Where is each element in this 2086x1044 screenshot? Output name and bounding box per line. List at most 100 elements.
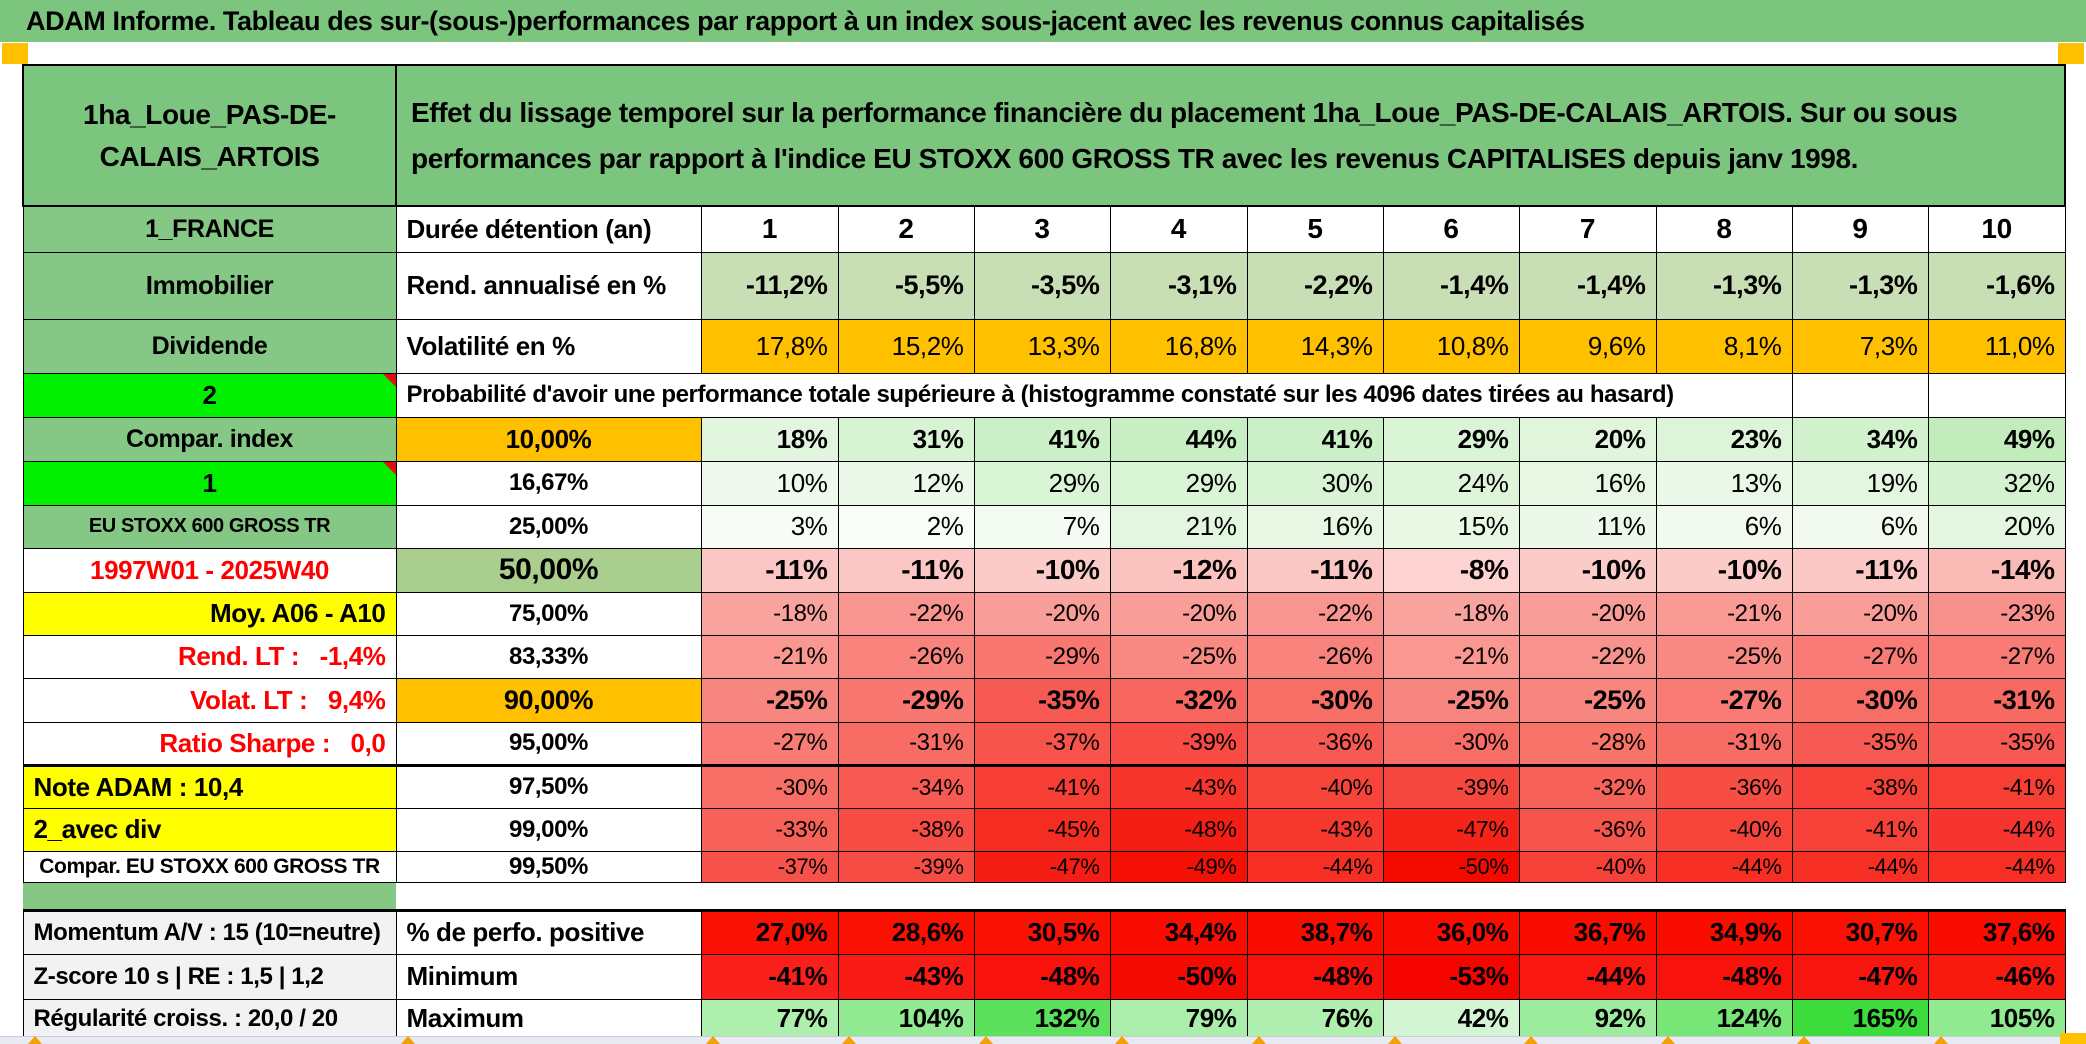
data-cell[interactable]: -18% bbox=[700, 591, 839, 636]
metric-cell[interactable]: 99,00% bbox=[395, 807, 702, 852]
data-cell[interactable]: -20% bbox=[973, 591, 1111, 636]
data-cell[interactable]: -5,5% bbox=[837, 251, 975, 320]
data-cell[interactable]: -11% bbox=[1246, 547, 1384, 593]
data-cell[interactable]: -38% bbox=[1791, 763, 1929, 809]
data-cell[interactable]: -26% bbox=[837, 634, 975, 679]
data-cell[interactable]: -30% bbox=[700, 763, 839, 809]
data-cell[interactable]: -29% bbox=[973, 634, 1111, 679]
data-cell[interactable]: -45% bbox=[973, 807, 1111, 852]
metric-cell[interactable]: 50,00% bbox=[395, 547, 702, 593]
data-cell[interactable]: 37,6% bbox=[1927, 908, 2066, 955]
data-cell[interactable]: 34,9% bbox=[1655, 908, 1793, 955]
metric-cell[interactable]: Maximum bbox=[395, 998, 702, 1040]
data-cell[interactable]: 3% bbox=[700, 504, 839, 549]
data-cell[interactable]: -25% bbox=[1518, 677, 1657, 723]
data-cell[interactable]: 21% bbox=[1109, 504, 1248, 549]
data-cell[interactable]: 7 bbox=[1518, 205, 1657, 253]
data-cell[interactable]: 6% bbox=[1655, 504, 1793, 549]
row-label[interactable]: 2_avec div bbox=[22, 807, 397, 852]
data-cell[interactable]: -1,4% bbox=[1518, 251, 1657, 320]
data-cell[interactable]: -27% bbox=[1927, 634, 2066, 679]
metric-cell[interactable]: Minimum bbox=[395, 953, 702, 1000]
data-cell[interactable]: -29% bbox=[837, 677, 975, 723]
data-cell[interactable]: 29% bbox=[1109, 460, 1248, 506]
data-cell[interactable]: -22% bbox=[1518, 634, 1657, 679]
data-cell[interactable]: 42% bbox=[1382, 998, 1520, 1040]
row-label[interactable]: Régularité croiss. : 20,0 / 20 bbox=[22, 998, 397, 1040]
data-cell[interactable]: -31% bbox=[837, 721, 975, 766]
data-cell[interactable]: 31% bbox=[837, 416, 975, 462]
data-cell[interactable]: -44% bbox=[1655, 850, 1793, 883]
header-description-cell[interactable]: Effet du lissage temporel sur la perform… bbox=[394, 64, 2067, 207]
data-cell[interactable]: -1,3% bbox=[1655, 251, 1793, 320]
data-cell[interactable]: 9,6% bbox=[1518, 318, 1657, 374]
data-cell[interactable]: -20% bbox=[1791, 591, 1929, 636]
data-cell[interactable]: 19% bbox=[1791, 460, 1929, 506]
data-cell[interactable]: -32% bbox=[1518, 763, 1657, 809]
metric-cell[interactable]: 97,50% bbox=[395, 763, 702, 809]
metric-cell[interactable]: 25,00% bbox=[395, 504, 702, 549]
data-cell[interactable]: -27% bbox=[700, 721, 839, 766]
data-cell[interactable]: -23% bbox=[1927, 591, 2066, 636]
data-cell[interactable]: 7% bbox=[973, 504, 1111, 549]
data-cell[interactable]: 11% bbox=[1518, 504, 1657, 549]
data-cell[interactable]: 77% bbox=[700, 998, 839, 1040]
probability-note-cell[interactable]: Probabilité d'avoir une performance tota… bbox=[395, 372, 1793, 418]
data-cell[interactable]: -46% bbox=[1927, 953, 2066, 1000]
data-cell[interactable]: 92% bbox=[1518, 998, 1657, 1040]
data-cell[interactable]: -22% bbox=[837, 591, 975, 636]
data-cell[interactable]: 104% bbox=[837, 998, 975, 1040]
data-cell[interactable]: 6% bbox=[1791, 504, 1929, 549]
data-cell[interactable]: -50% bbox=[1382, 850, 1520, 883]
data-cell[interactable]: -28% bbox=[1518, 721, 1657, 766]
data-cell[interactable]: -20% bbox=[1518, 591, 1657, 636]
data-cell[interactable]: 27,0% bbox=[700, 908, 839, 955]
data-cell[interactable]: -10% bbox=[1655, 547, 1793, 593]
data-cell[interactable]: -43% bbox=[1109, 763, 1248, 809]
data-cell[interactable]: -39% bbox=[1382, 763, 1520, 809]
row-label[interactable]: Momentum A/V : 15 (10=neutre) bbox=[22, 908, 397, 955]
row-label[interactable]: Immobilier bbox=[22, 251, 397, 320]
data-cell[interactable]: -11% bbox=[700, 547, 839, 593]
data-cell[interactable]: 41% bbox=[973, 416, 1111, 462]
data-cell[interactable]: 132% bbox=[973, 998, 1111, 1040]
data-cell[interactable]: 5 bbox=[1246, 205, 1384, 253]
data-cell[interactable]: 16,8% bbox=[1109, 318, 1248, 374]
data-cell[interactable]: 36,0% bbox=[1382, 908, 1520, 955]
data-cell[interactable]: -47% bbox=[1382, 807, 1520, 852]
data-cell[interactable]: -21% bbox=[1655, 591, 1793, 636]
data-cell[interactable]: -35% bbox=[1927, 721, 2066, 766]
data-cell[interactable]: -37% bbox=[973, 721, 1111, 766]
data-cell[interactable]: -2,2% bbox=[1246, 251, 1384, 320]
data-cell[interactable]: -41% bbox=[1927, 763, 2066, 809]
metric-cell[interactable]: 95,00% bbox=[395, 721, 702, 766]
metric-cell[interactable]: 99,50% bbox=[395, 850, 702, 883]
data-cell[interactable]: 124% bbox=[1655, 998, 1793, 1040]
data-cell[interactable]: -22% bbox=[1246, 591, 1384, 636]
data-cell[interactable]: -25% bbox=[700, 677, 839, 723]
data-cell[interactable]: 30,5% bbox=[973, 908, 1111, 955]
data-cell[interactable]: 20% bbox=[1518, 416, 1657, 462]
row-label[interactable]: 1_FRANCE bbox=[22, 205, 397, 253]
row-label[interactable]: Ratio Sharpe : 0,0 bbox=[22, 721, 397, 766]
data-cell[interactable]: -48% bbox=[1246, 953, 1384, 1000]
metric-cell[interactable]: % de perfo. positive bbox=[395, 908, 702, 955]
row-label[interactable]: Z-score 10 s | RE : 1,5 | 1,2 bbox=[22, 953, 397, 1000]
data-cell[interactable]: -18% bbox=[1382, 591, 1520, 636]
data-cell[interactable]: -27% bbox=[1655, 677, 1793, 723]
data-cell[interactable]: 34,4% bbox=[1109, 908, 1248, 955]
data-cell[interactable]: -39% bbox=[1109, 721, 1248, 766]
data-cell[interactable]: -1,6% bbox=[1927, 251, 2066, 320]
data-cell[interactable]: -20% bbox=[1109, 591, 1248, 636]
data-cell[interactable]: -14% bbox=[1927, 547, 2066, 593]
data-cell[interactable]: 10% bbox=[700, 460, 839, 506]
empty-cell[interactable] bbox=[1927, 372, 2066, 418]
data-cell[interactable]: -44% bbox=[1927, 807, 2066, 852]
data-cell[interactable]: -25% bbox=[1655, 634, 1793, 679]
data-cell[interactable]: -10% bbox=[1518, 547, 1657, 593]
data-cell[interactable]: 1 bbox=[700, 205, 839, 253]
data-cell[interactable]: 3 bbox=[973, 205, 1111, 253]
data-cell[interactable]: -39% bbox=[837, 850, 975, 883]
data-cell[interactable]: 8,1% bbox=[1655, 318, 1793, 374]
row-label[interactable]: Rend. LT : -1,4% bbox=[22, 634, 397, 679]
